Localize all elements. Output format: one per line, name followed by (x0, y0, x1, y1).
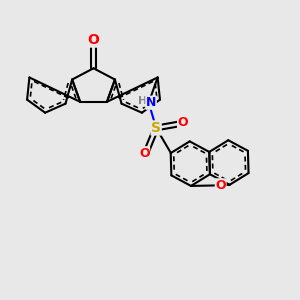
Text: S: S (151, 121, 161, 135)
Text: O: O (178, 116, 188, 128)
Text: O: O (139, 147, 150, 160)
Text: O: O (88, 33, 100, 47)
Text: N: N (146, 96, 156, 109)
Text: O: O (215, 179, 226, 192)
Text: H: H (138, 96, 147, 106)
